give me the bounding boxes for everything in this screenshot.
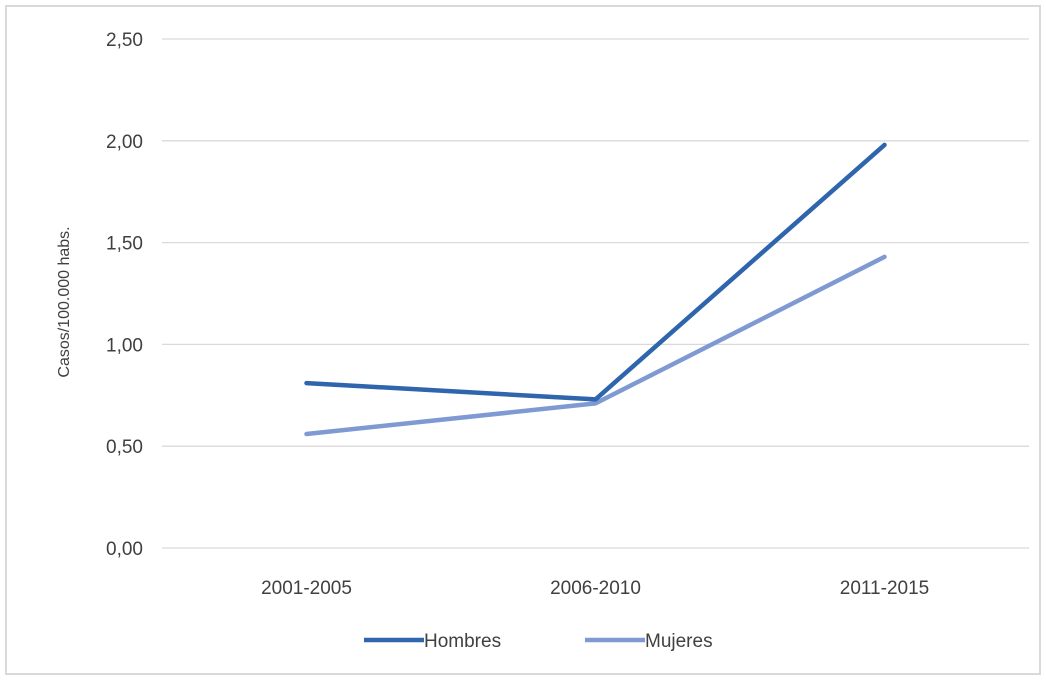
y-axis-ticks: 0,00 0,50 1,00 1,50 2,00 2,50 bbox=[106, 30, 143, 560]
series-line-hombres bbox=[304, 142, 887, 402]
y-tick-label: 1,50 bbox=[106, 234, 143, 255]
y-tick-label: 0,50 bbox=[106, 437, 143, 458]
y-tick-label: 1,00 bbox=[106, 335, 143, 356]
x-axis-ticks: 2001-2005 2006-2010 2011-2015 bbox=[261, 578, 929, 599]
line-chart: 0,00 0,50 1,00 1,50 2,00 2,50 2001-2005 2006-2… bbox=[56, 30, 1029, 652]
series-line-mujeres bbox=[304, 254, 887, 437]
x-tick-label: 2011-2015 bbox=[840, 578, 929, 599]
y-tick-label: 2,00 bbox=[106, 132, 143, 153]
legend-label-hombres: Hombres bbox=[424, 631, 501, 652]
legend-label-mujeres: Mujeres bbox=[645, 631, 713, 652]
gridlines bbox=[162, 38, 1029, 549]
chart-frame: 0,00 0,50 1,00 1,50 2,00 2,50 2001-2005 2006-2… bbox=[5, 5, 1041, 675]
legend: Hombres Mujeres bbox=[364, 631, 713, 652]
series-lines bbox=[304, 142, 887, 437]
x-tick-label: 2001-2005 bbox=[261, 578, 352, 599]
y-axis-title: Casos/100.000 habs. bbox=[56, 226, 73, 377]
y-tick-label: 2,50 bbox=[106, 30, 143, 51]
y-tick-label: 0,00 bbox=[106, 539, 143, 560]
x-tick-label: 2006-2010 bbox=[550, 578, 641, 599]
